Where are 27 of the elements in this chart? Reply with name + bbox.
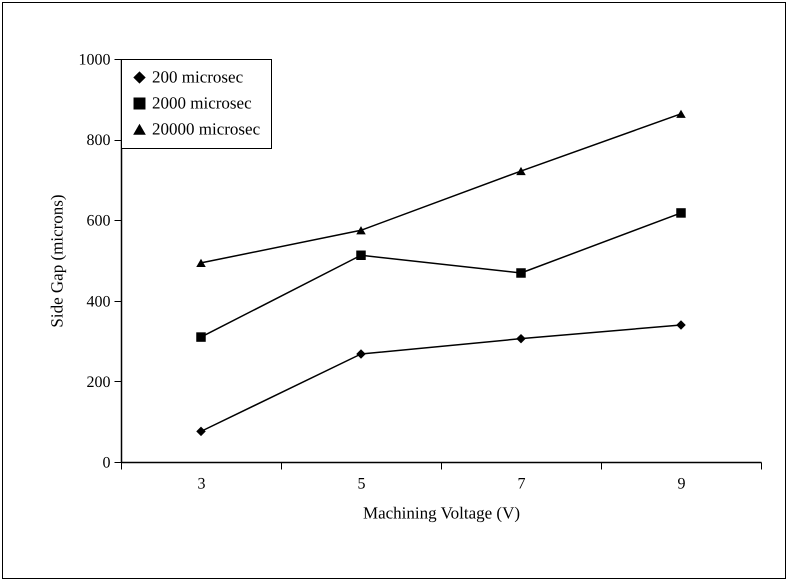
point <box>676 320 686 330</box>
point <box>676 110 686 118</box>
point <box>196 258 206 268</box>
y-tick-label: 1000 <box>78 52 110 68</box>
x-tick-label: 9 <box>678 476 686 492</box>
legend-label: 200 microsec <box>152 68 244 86</box>
x-tick-label: 7 <box>518 476 526 492</box>
legend-label: 20000 microsec <box>152 120 261 138</box>
y-tick-label: 800 <box>86 132 110 150</box>
x-tick-label: 5 <box>358 476 366 492</box>
point <box>356 226 366 234</box>
point <box>196 426 206 436</box>
y-tick-label: 400 <box>86 293 110 310</box>
point <box>196 332 206 342</box>
point <box>516 268 526 278</box>
point <box>356 250 366 260</box>
y-tick-label: 600 <box>86 212 110 230</box>
x-tick-label: 3 <box>198 476 206 492</box>
legend-label: 2000 microsec <box>152 94 252 112</box>
point <box>356 349 366 359</box>
x-axis-title: Machining Voltage (V) <box>362 504 520 522</box>
point <box>676 208 686 218</box>
y-tick-label: 0 <box>102 454 110 472</box>
y-axis-title: Side Gap (microns) <box>48 194 66 328</box>
point <box>516 334 526 344</box>
y-tick-label: 200 <box>86 374 110 391</box>
point <box>516 166 526 176</box>
